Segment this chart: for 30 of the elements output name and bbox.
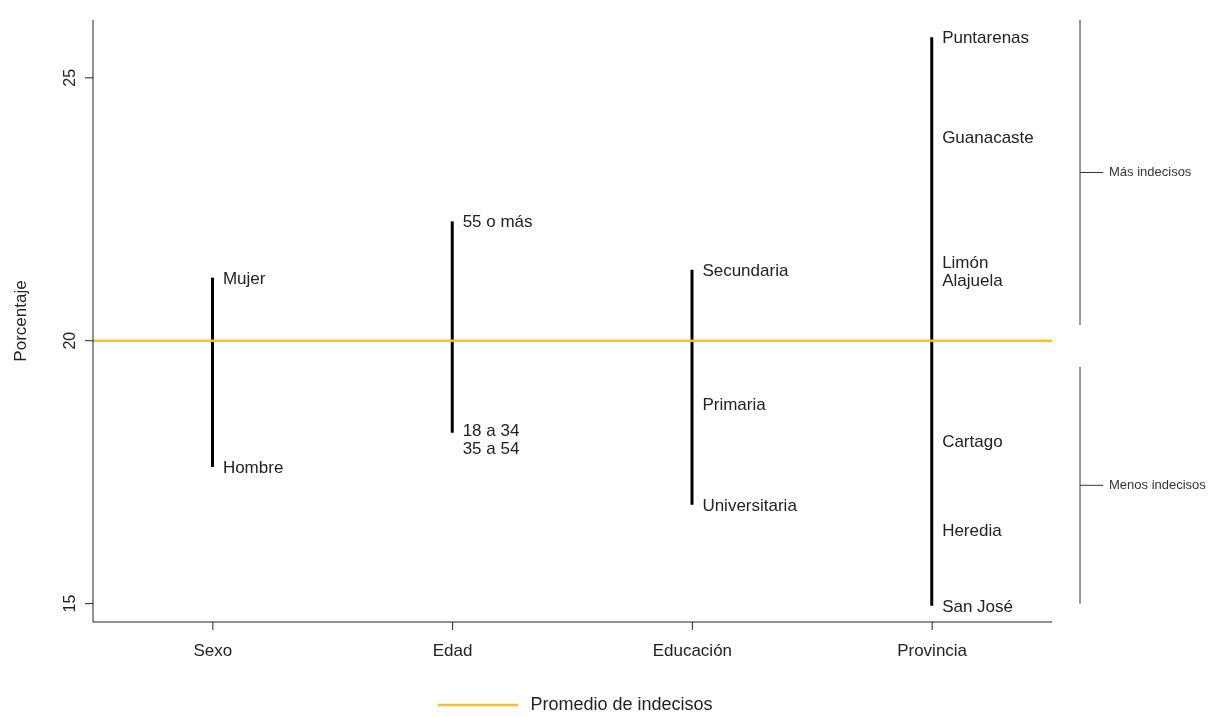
annotation: San José <box>942 596 1014 616</box>
text: Más indecisos <box>1109 164 1192 180</box>
annotation: Cartago <box>942 431 1003 451</box>
x-tick-label: Edad <box>432 641 473 661</box>
annotation: 35 a 54 <box>462 439 520 459</box>
x-tick-label: Educación <box>652 641 733 661</box>
bar <box>690 269 694 505</box>
annotation: 55 o más <box>462 212 533 232</box>
bar <box>211 277 214 467</box>
y-tick-label: 15 <box>61 594 78 613</box>
annotation: Primaria <box>702 394 767 414</box>
annotation: Puntarenas <box>942 28 1030 48</box>
annotation: 18 a 34 <box>462 421 520 441</box>
annotation: Mujer <box>222 268 266 288</box>
bar <box>450 221 454 433</box>
x-tick-label: Provincia <box>897 641 968 661</box>
annotation: Alajuela <box>942 270 1004 290</box>
x-tick-label: Sexo <box>193 641 233 661</box>
y-tick-label: 20 <box>61 331 78 350</box>
annotation: Heredia <box>942 521 1003 541</box>
y-axis-title: Porcentaje <box>11 280 31 362</box>
annotation: Hombre <box>222 457 284 477</box>
annotation: Secundaria <box>702 260 789 280</box>
legend-label: Promedio de indecisos <box>530 694 713 715</box>
annotation: Limón <box>942 252 989 272</box>
annotation: Universitaria <box>702 495 798 515</box>
bar <box>930 37 934 606</box>
y-tick-label: 25 <box>61 68 78 87</box>
annotation: Guanacaste <box>942 128 1034 148</box>
text: Menos indecisos <box>1109 477 1206 493</box>
